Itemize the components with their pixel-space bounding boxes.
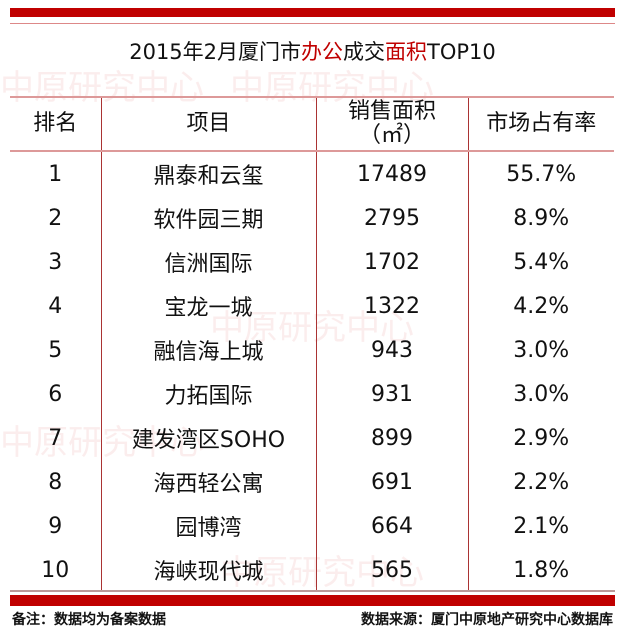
table-row: 3 信洲国际 1702 5.4% (10, 240, 614, 284)
table-row: 1 鼎泰和云玺 17489 55.7% (10, 151, 614, 196)
area-cell: 2795 (315, 196, 468, 240)
rank-cell: 2 (48, 205, 63, 231)
rank-cell: 1 (48, 161, 63, 187)
project-cell: 海峡现代城 (100, 548, 316, 592)
table-row: 2 软件园三期 2795 8.9% (10, 196, 614, 240)
share-cell: 55.7% (467, 151, 614, 196)
area-cell: 943 (315, 328, 468, 372)
area-cell: 664 (315, 504, 468, 548)
project-cell: 宝龙一城 (100, 284, 316, 328)
table-row: 8 海西轻公寓 691 2.2% (10, 460, 614, 504)
header-project: 项目 (100, 96, 316, 152)
project-cell: 海西轻公寓 (100, 460, 316, 504)
share-cell: 2.1% (467, 504, 614, 548)
share-cell: 3.0% (467, 328, 614, 372)
area-cell: 17489 (315, 151, 468, 196)
table-row: 10 海峡现代城 565 1.8% (10, 548, 614, 592)
share-cell: 3.0% (467, 372, 614, 416)
header-rank: 排名 (10, 96, 101, 152)
footer-source: 数据来源：厦门中原地产研究中心数据库 (361, 612, 613, 628)
area-cell: 931 (315, 372, 468, 416)
table-title: 2015年2月厦门市办公成交面积TOP10 (129, 40, 496, 64)
bottom-divider (10, 590, 615, 592)
project-cell: 鼎泰和云玺 (100, 151, 316, 196)
area-cell: 1322 (315, 284, 468, 328)
project-cell: 融信海上城 (100, 328, 316, 372)
rank-cell: 8 (48, 469, 63, 495)
project-cell: 园博湾 (100, 504, 316, 548)
table-row: 4 宝龙一城 1322 4.2% (10, 284, 614, 328)
table-row: 7 建发湾区SOHO 899 2.9% (10, 416, 614, 460)
share-cell: 2.2% (467, 460, 614, 504)
area-cell: 565 (315, 548, 468, 592)
share-cell: 4.2% (467, 284, 614, 328)
top-red-bar (10, 8, 615, 17)
header-row: 排名 项目 销售面积 （㎡） 市场占有率 (10, 96, 614, 152)
share-cell: 1.8% (467, 548, 614, 592)
header-share: 市场占有率 (467, 96, 614, 152)
project-cell: 力拓国际 (100, 372, 316, 416)
area-cell: 691 (315, 460, 468, 504)
header-area: 销售面积 （㎡） (315, 96, 468, 152)
area-cell: 899 (315, 416, 468, 460)
rank-cell: 4 (48, 293, 63, 319)
project-cell: 信洲国际 (100, 240, 316, 284)
table-row: 6 力拓国际 931 3.0% (10, 372, 614, 416)
rank-cell: 7 (48, 425, 63, 451)
rank-cell: 10 (41, 557, 70, 583)
rank-cell: 9 (48, 513, 63, 539)
footer-note: 备注：数据均为备案数据 (12, 612, 166, 628)
share-cell: 2.9% (467, 416, 614, 460)
rank-cell: 3 (48, 249, 63, 275)
rank-cell: 6 (48, 381, 63, 407)
bottom-red-bar (10, 595, 615, 606)
project-cell: 软件园三期 (100, 196, 316, 240)
share-cell: 5.4% (467, 240, 614, 284)
ranking-table: 排名 项目 销售面积 （㎡） 市场占有率 1 鼎泰和云玺 17489 55.7% 2 软件园… (10, 96, 614, 592)
top-divider (10, 23, 615, 24)
share-cell: 8.9% (467, 196, 614, 240)
project-cell: 建发湾区SOHO (100, 416, 316, 460)
area-cell: 1702 (315, 240, 468, 284)
rank-cell: 5 (48, 337, 63, 363)
table-row: 9 园博湾 664 2.1% (10, 504, 614, 548)
table-row: 5 融信海上城 943 3.0% (10, 328, 614, 372)
